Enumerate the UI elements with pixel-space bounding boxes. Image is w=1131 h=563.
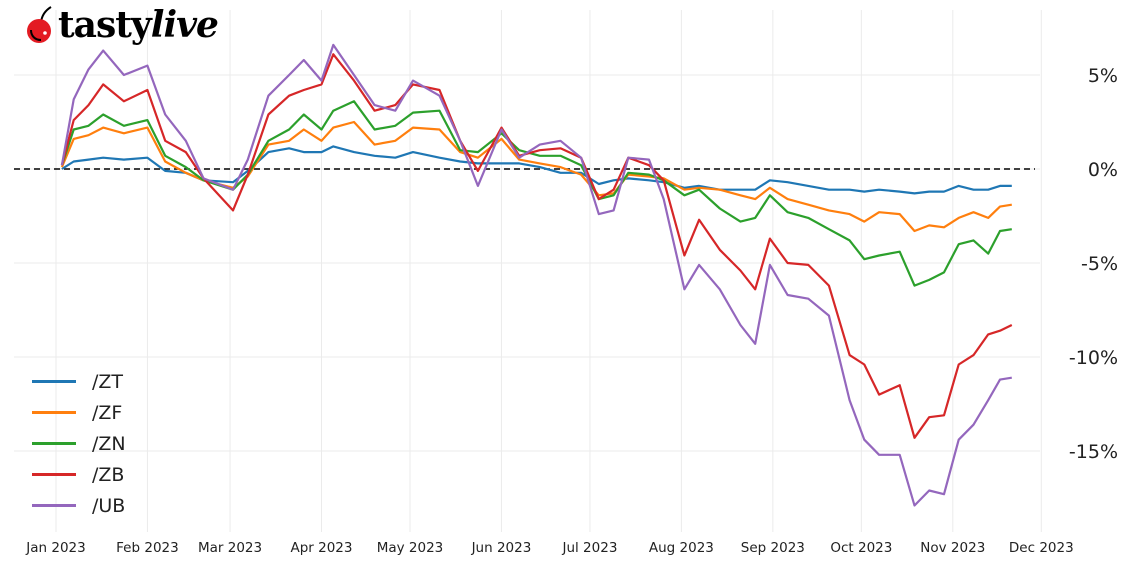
legend-swatch xyxy=(32,442,76,445)
legend-label: /UB xyxy=(92,494,126,517)
x-tick-label: Apr 2023 xyxy=(290,540,352,556)
y-tick-label: -10% xyxy=(1069,347,1118,369)
logo-text: tastylive xyxy=(58,4,219,46)
x-tick-label: Jun 2023 xyxy=(471,540,532,556)
x-tick-label: Aug 2023 xyxy=(649,540,714,556)
x-tick-label: Mar 2023 xyxy=(198,540,262,556)
y-tick-label: -15% xyxy=(1069,441,1118,463)
legend-label: /ZN xyxy=(92,432,126,455)
legend-item: /ZT xyxy=(32,366,126,397)
series-line-ub xyxy=(60,43,1012,507)
y-tick-label: 5% xyxy=(1088,65,1118,87)
legend-item: /UB xyxy=(32,490,126,521)
legend: /ZT/ZF/ZN/ZB/UB xyxy=(32,366,126,521)
x-axis: Jan 2023 Feb 2023 Mar 2023 Apr 2023 May 2023… xyxy=(25,540,1073,556)
x-tick-label: Feb 2023 xyxy=(116,540,179,556)
series-line-zb xyxy=(60,53,1013,439)
legend-item: /ZF xyxy=(32,397,126,428)
series-line-zn xyxy=(60,100,1012,287)
legend-swatch xyxy=(32,411,76,414)
x-tick-label: Sep 2023 xyxy=(741,540,805,556)
x-tick-label: Oct 2023 xyxy=(830,540,892,556)
x-tick-label: Nov 2023 xyxy=(920,540,985,556)
y-axis: 5% 0% -5% -10% -15% xyxy=(1069,65,1118,463)
x-tick-label: Jul 2023 xyxy=(561,540,617,556)
series-line-zf xyxy=(60,120,1012,233)
legend-swatch xyxy=(32,504,76,507)
legend-label: /ZT xyxy=(92,370,124,393)
legend-swatch xyxy=(32,473,76,476)
series-line-zt xyxy=(61,145,1012,195)
y-tick-label: 0% xyxy=(1088,159,1118,181)
series-lines xyxy=(60,43,1013,507)
y-tick-label: -5% xyxy=(1081,253,1118,275)
tastylive-logo: tastylive xyxy=(24,4,219,46)
x-tick-label: May 2023 xyxy=(377,540,444,556)
legend-item: /ZN xyxy=(32,428,126,459)
legend-item: /ZB xyxy=(32,459,126,490)
legend-label: /ZF xyxy=(92,401,123,424)
x-tick-label: Dec 2023 xyxy=(1009,540,1074,556)
cherry-icon xyxy=(27,6,52,43)
legend-swatch xyxy=(32,380,76,383)
legend-label: /ZB xyxy=(92,463,125,486)
x-tick-label: Jan 2023 xyxy=(25,540,85,556)
